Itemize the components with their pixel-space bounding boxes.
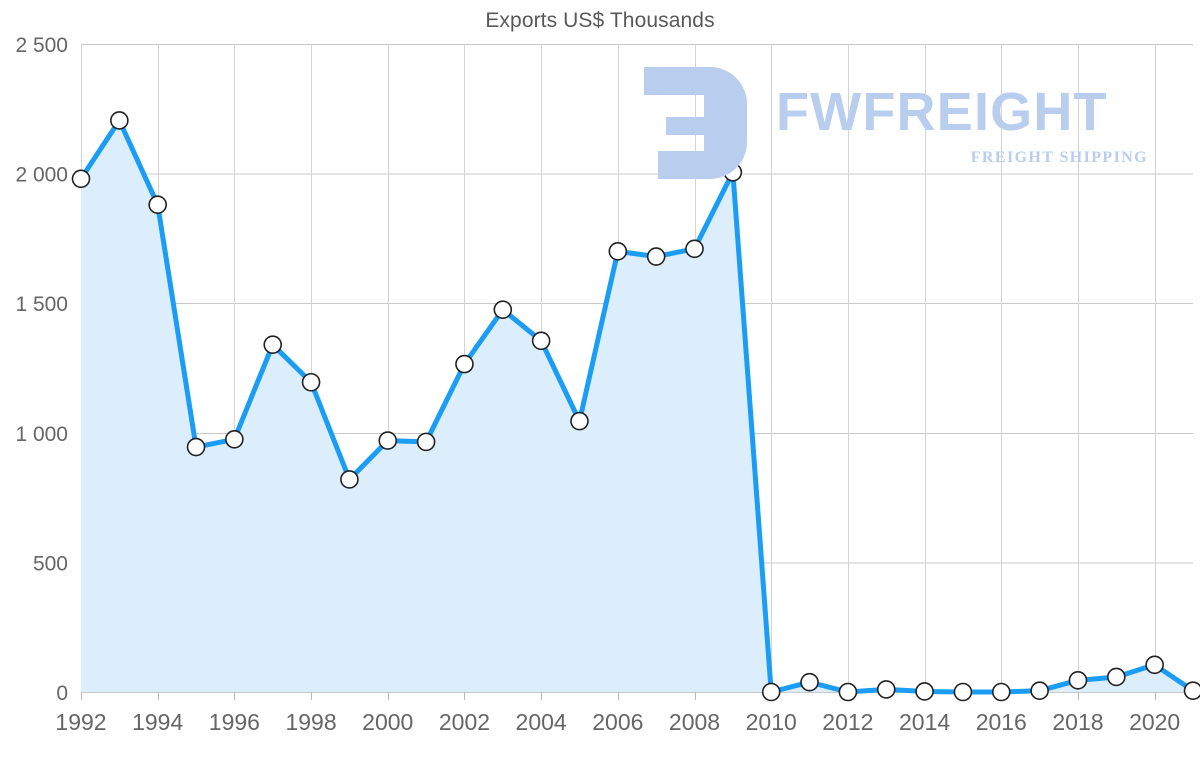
data-point-marker <box>71 169 91 189</box>
x-axis-tick-label: 1998 <box>285 709 336 735</box>
data-point-marker <box>838 682 858 702</box>
data-point-marker <box>685 239 704 259</box>
x-axis-tick-labels: 1992 1994 1996 1998 2000 2002 2004 2006 2008 2010… <box>55 709 1180 735</box>
chart-title: Exports US$ Thousands <box>485 9 715 32</box>
data-point-marker <box>646 247 666 266</box>
data-point-marker <box>340 470 359 489</box>
data-point-marker <box>1183 681 1200 701</box>
data-point-marker <box>608 242 628 261</box>
x-axis-tick-label: 2014 <box>899 709 950 735</box>
x-axis-tick-label: 2016 <box>976 709 1027 735</box>
y-axis-tick-labels: 0 500 1 000 1 500 2 000 2 500 <box>15 34 68 705</box>
data-point-marker <box>991 682 1011 702</box>
series-markers <box>71 111 1200 702</box>
x-axis-tick-label: 1994 <box>132 709 183 735</box>
y-axis-tick-label: 2 500 <box>15 34 68 57</box>
data-point-marker <box>225 429 244 449</box>
x-axis-tick-label: 2000 <box>362 709 413 735</box>
series-area-fill <box>81 120 1193 693</box>
y-axis-tick-label: 0 <box>56 682 68 705</box>
x-axis-tick-label: 2008 <box>669 709 720 735</box>
data-point-marker <box>416 432 436 452</box>
x-axis-tick-label: 1992 <box>55 709 106 735</box>
data-point-marker <box>876 680 896 699</box>
data-point-marker <box>761 682 781 702</box>
data-point-marker <box>800 672 819 692</box>
data-point-marker <box>493 300 513 319</box>
data-point-marker <box>148 195 167 215</box>
data-point-marker <box>1107 667 1126 687</box>
data-point-marker <box>110 111 129 130</box>
data-point-marker <box>186 437 206 457</box>
data-point-marker <box>455 354 474 374</box>
data-point-marker <box>531 331 551 351</box>
x-axis-tick-label: 2020 <box>1129 709 1180 735</box>
y-axis-tick-label: 500 <box>33 552 68 575</box>
data-point-marker <box>723 163 743 182</box>
x-axis-tick-label: 2010 <box>746 709 797 735</box>
data-point-marker <box>263 335 283 354</box>
x-axis-tick-label: 2004 <box>516 709 567 735</box>
x-axis-tick-label: 2002 <box>439 709 490 735</box>
x-axis-tick-label: 1996 <box>209 709 260 735</box>
y-axis-tick-label: 1 500 <box>15 293 68 316</box>
x-axis-tick-label: 2018 <box>1052 709 1103 735</box>
data-point-marker <box>953 682 973 702</box>
x-axis-tick-label: 2006 <box>592 709 643 735</box>
data-point-marker <box>570 411 589 431</box>
data-point-marker <box>1068 671 1088 690</box>
y-axis-tick-label: 2 000 <box>15 164 68 187</box>
data-point-marker <box>1145 655 1164 675</box>
y-axis-tick-label: 1 000 <box>15 423 68 446</box>
data-point-marker <box>1030 681 1049 701</box>
x-axis-tick-label: 2012 <box>822 709 873 735</box>
data-point-marker <box>915 682 934 701</box>
data-point-marker <box>301 372 321 392</box>
data-point-marker <box>378 431 398 450</box>
